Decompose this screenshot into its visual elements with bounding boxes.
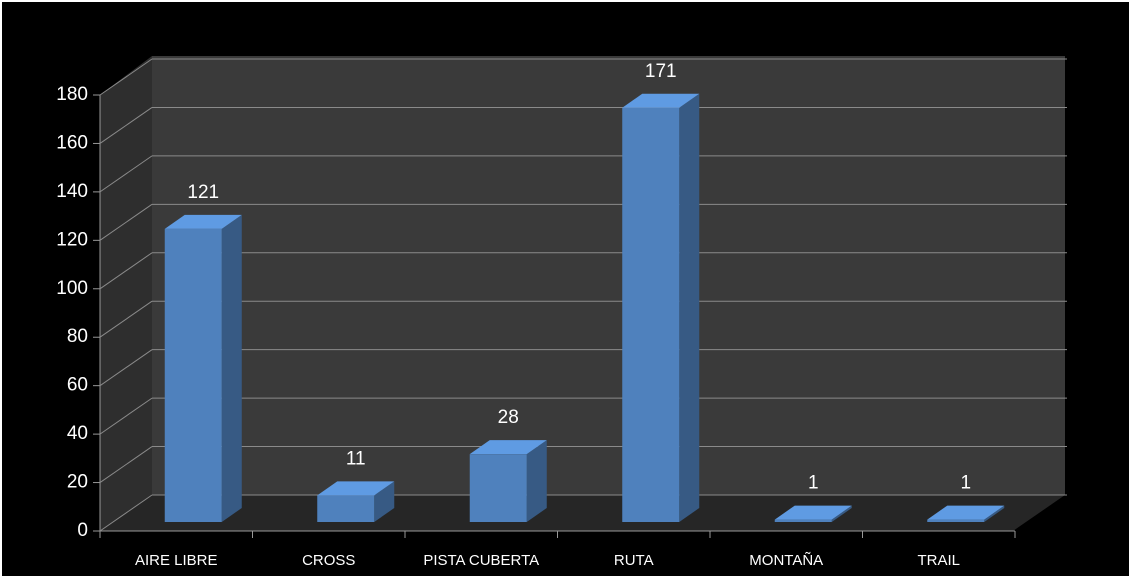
bar-top	[927, 505, 1005, 520]
y-tick-label: 20	[67, 472, 88, 493]
bar-top	[469, 440, 547, 455]
bar-side	[526, 440, 547, 522]
bar	[469, 454, 527, 522]
grid-line	[99, 107, 153, 144]
side-wall	[100, 56, 152, 531]
bar	[317, 495, 375, 522]
bar-side	[374, 481, 395, 522]
y-tick-label: 100	[56, 278, 88, 299]
grid-line	[99, 58, 153, 96]
bar-side	[831, 505, 852, 522]
bar-side	[679, 93, 700, 523]
bar-top	[164, 214, 242, 229]
bar-top	[622, 93, 700, 108]
y-tick-label: 60	[67, 375, 88, 396]
y-tick-label: 160	[56, 132, 88, 153]
data-label: 28	[498, 407, 519, 428]
bar	[622, 107, 680, 523]
bar	[164, 228, 222, 522]
data-label: 1	[808, 473, 819, 494]
data-label: 121	[187, 182, 219, 203]
y-tick-label: 80	[67, 326, 88, 347]
x-tick-label: TRAIL	[917, 552, 960, 569]
grid-line	[99, 446, 153, 483]
grid-line	[99, 494, 153, 532]
grid-line	[99, 300, 153, 338]
x-tick-label: CROSS	[302, 552, 355, 569]
grid-line	[99, 252, 153, 290]
y-tick-label: 40	[67, 423, 88, 444]
grid-line	[99, 349, 153, 387]
bar-top	[774, 505, 852, 520]
back-wall	[152, 56, 1065, 495]
x-tick-label: PISTA CUBERTA	[423, 552, 539, 569]
grid-line	[99, 203, 153, 241]
y-tick-label: 180	[56, 84, 88, 105]
bar-side	[221, 214, 242, 522]
y-tick-label: 0	[77, 520, 88, 541]
data-label: 171	[645, 61, 677, 82]
x-tick-label: AIRE LIBRE	[135, 552, 218, 569]
data-label: 1	[960, 473, 971, 494]
data-label: 11	[346, 448, 366, 469]
x-tick-label: MONTAÑA	[749, 552, 823, 569]
bar	[927, 519, 985, 522]
grid-line	[99, 155, 153, 193]
bar	[774, 519, 832, 522]
y-tick-label: 120	[56, 229, 88, 250]
bar-top	[317, 481, 395, 496]
bar-side	[984, 505, 1005, 522]
grid-line	[99, 397, 153, 435]
y-tick-label: 140	[56, 181, 88, 202]
floor	[100, 495, 1065, 531]
x-tick-label: RUTA	[614, 552, 654, 569]
